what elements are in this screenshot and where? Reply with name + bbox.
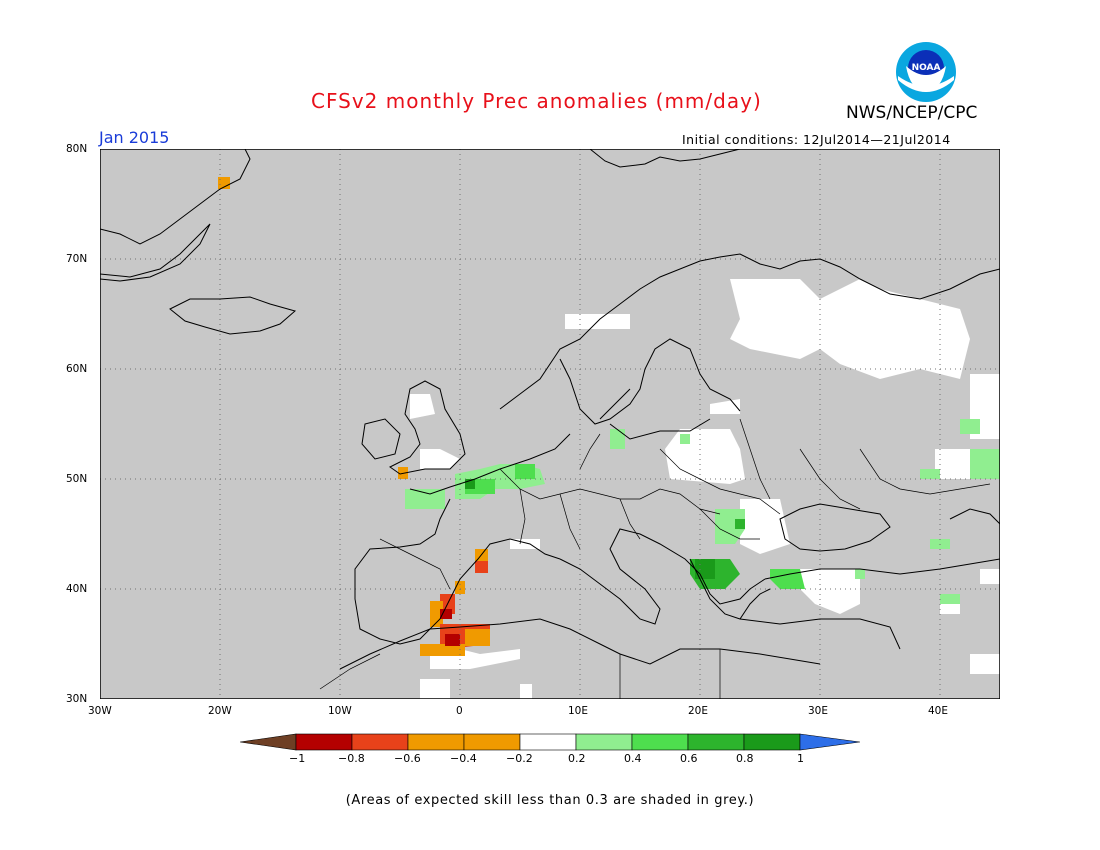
colorbar-label: −1 — [289, 752, 306, 765]
coastlines — [100, 149, 1000, 670]
colorbar-swatch — [463, 733, 521, 751]
lat-label-30n: 30N — [66, 693, 88, 705]
logo-text: NOAA — [912, 63, 941, 73]
colorbar-label: 0.4 — [624, 752, 642, 765]
colorbar-label: 1 — [797, 752, 804, 765]
lat-label-50n: 50N — [66, 473, 88, 485]
lat-label-60n: 60N — [66, 363, 88, 375]
colorbar-label: 0.2 — [568, 752, 586, 765]
colorbar-label: −0.4 — [450, 752, 477, 765]
country-borders — [319, 418, 991, 699]
forecast-month: Jan 2015 — [99, 128, 170, 147]
lat-label-80n: 80N — [66, 143, 88, 155]
skill-grey-background — [100, 149, 1000, 699]
colorbar-arrow-right — [799, 733, 860, 751]
colorbar-arrow-left — [240, 733, 297, 751]
colorbar-label: 0.8 — [736, 752, 754, 765]
colorbar — [240, 733, 860, 751]
lat-label-40n: 40N — [66, 583, 88, 595]
colorbar-swatch — [351, 733, 409, 751]
colorbar-swatch — [295, 733, 353, 751]
agency-label: NWS/NCEP/CPC — [846, 103, 978, 123]
lon-label-10w: 10W — [328, 705, 352, 717]
colorbar-label: −0.2 — [506, 752, 533, 765]
lon-label-40e: 40E — [928, 705, 948, 717]
noaa-logo: NOAA — [896, 42, 956, 102]
colorbar-swatch — [743, 733, 801, 751]
colorbar-swatch — [687, 733, 745, 751]
colorbar-swatch — [519, 733, 577, 751]
positive-anomaly-areas — [405, 419, 1000, 604]
colorbar-swatch — [631, 733, 689, 751]
initial-conditions: Initial conditions: 12Jul2014—21Jul2014 — [682, 132, 951, 147]
colorbar-label: −0.6 — [394, 752, 421, 765]
lon-label-20e: 20E — [688, 705, 708, 717]
graticule — [100, 149, 1000, 699]
skill-footnote: (Areas of expected skill less than 0.3 a… — [345, 793, 755, 808]
colorbar-swatch — [407, 733, 465, 751]
lon-label-30e: 30E — [808, 705, 828, 717]
lon-label-0: 0 — [456, 705, 463, 717]
negative-anomaly-areas — [218, 177, 490, 656]
lon-label-30w: 30W — [88, 705, 112, 717]
europe-precip-map — [100, 149, 1000, 699]
colorbar-label: 0.6 — [680, 752, 698, 765]
map-title: CFSv2 monthly Prec anomalies (mm/day) — [311, 89, 762, 113]
colorbar-label: −0.8 — [338, 752, 365, 765]
lon-label-10e: 10E — [568, 705, 588, 717]
lat-label-70n: 70N — [66, 253, 88, 265]
lon-label-20w: 20W — [208, 705, 232, 717]
colorbar-swatch — [575, 733, 633, 751]
